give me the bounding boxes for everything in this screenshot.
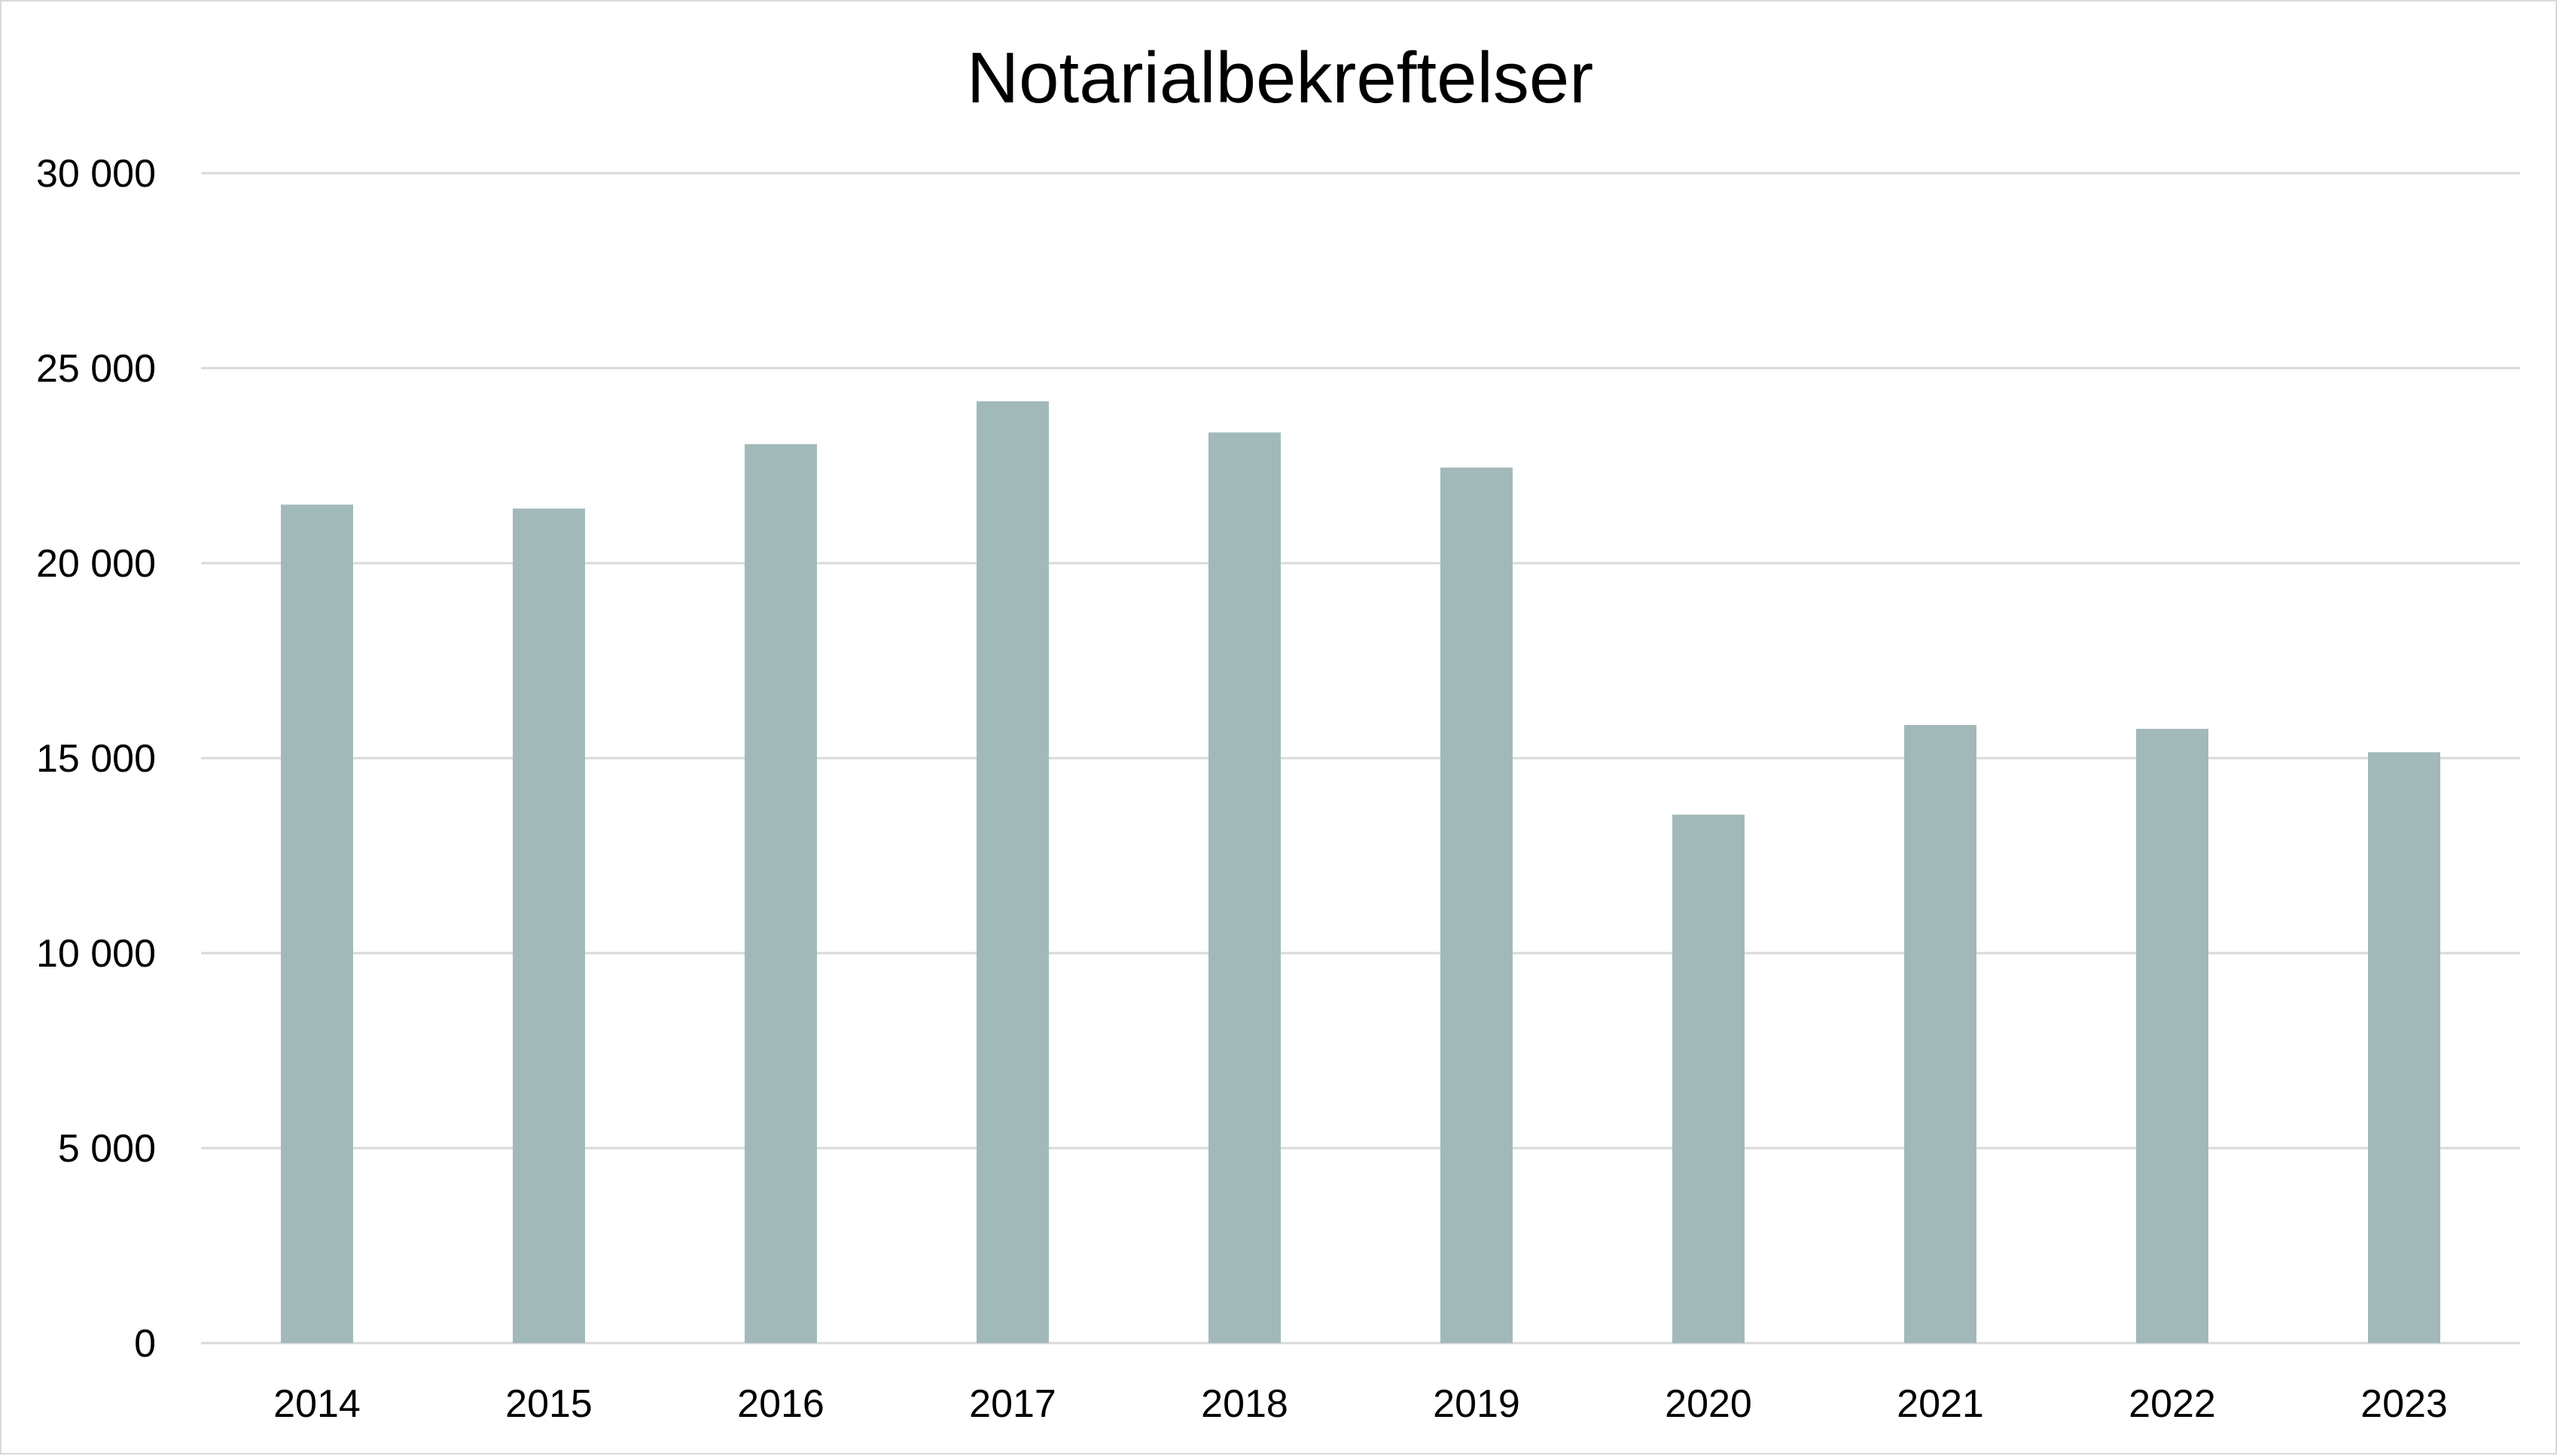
bar-2020 [1672, 815, 1745, 1343]
y-tick-label: 10 000 [36, 932, 156, 976]
y-tick-label: 15 000 [36, 737, 156, 781]
bar-2016 [745, 444, 817, 1343]
x-tick-label: 2023 [2360, 1382, 2448, 1426]
y-axis-tick-labels: 0 5 000 10 000 15 000 20 000 25 000 30 000 [36, 152, 156, 1366]
y-tick-label: 30 000 [36, 152, 156, 196]
bars [281, 401, 2440, 1343]
y-tick-label: 5 000 [58, 1127, 156, 1171]
bar-2014 [281, 504, 353, 1343]
y-tick-label: 25 000 [36, 347, 156, 391]
gridlines [201, 172, 2520, 1345]
bar-2018 [1208, 432, 1281, 1343]
y-tick-label: 20 000 [36, 542, 156, 586]
x-tick-label: 2019 [1433, 1382, 1520, 1426]
bar-2021 [1904, 724, 1976, 1343]
x-tick-label: 2016 [737, 1382, 824, 1426]
x-tick-label: 2022 [2129, 1382, 2216, 1426]
x-tick-label: 2020 [1665, 1382, 1752, 1426]
chart-title: Notarialbekreftelser [967, 38, 1593, 118]
x-tick-label: 2021 [1897, 1382, 1984, 1426]
bar-2023 [2368, 752, 2440, 1343]
y-tick-label: 0 [134, 1322, 156, 1366]
bar-2017 [977, 401, 1049, 1343]
bar-2022 [2136, 729, 2208, 1343]
bar-2015 [513, 508, 585, 1343]
bar-2019 [1440, 468, 1513, 1343]
x-tick-label: 2015 [505, 1382, 593, 1426]
x-tick-label: 2018 [1201, 1382, 1288, 1426]
x-axis-tick-labels: 2014 2015 2016 2017 2018 2019 2020 2021 2022 2023 [273, 1382, 2448, 1426]
x-tick-label: 2017 [969, 1382, 1056, 1426]
x-tick-label: 2014 [273, 1382, 361, 1426]
